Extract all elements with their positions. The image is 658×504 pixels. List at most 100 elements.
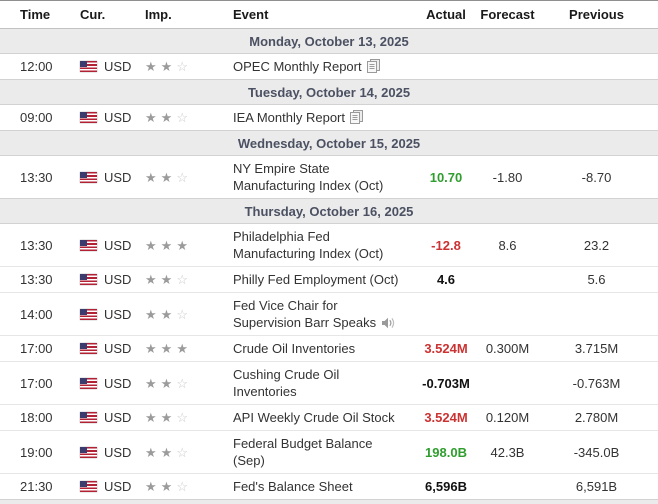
event-time: 13:30 bbox=[0, 155, 70, 199]
actual-cell: 3.524M bbox=[412, 335, 480, 362]
currency-code: USD bbox=[104, 375, 132, 391]
date-separator-label: Monday, October 13, 2025 bbox=[0, 28, 658, 54]
event-link[interactable]: Philly Fed Employment (Oct) bbox=[233, 272, 399, 287]
event-link[interactable]: Fed's Balance Sheet bbox=[233, 479, 353, 494]
event-time: 13:30 bbox=[0, 223, 70, 267]
event-cell: API Weekly Crude Oil Stock bbox=[221, 404, 412, 431]
date-separator-row: Monday, October 13, 2025 bbox=[0, 28, 658, 54]
star-filled-icon: ★ bbox=[160, 341, 173, 356]
actual-value: 3.524M bbox=[424, 410, 468, 425]
currency-cell: USD bbox=[70, 473, 133, 499]
event-time: 14:00 bbox=[0, 292, 70, 336]
event-link[interactable]: Cushing Crude Oil Inventories bbox=[233, 367, 340, 399]
forecast-value bbox=[480, 361, 535, 405]
date-separator-row: Tuesday, October 14, 2025 bbox=[0, 79, 658, 105]
star-filled-icon: ★ bbox=[145, 306, 157, 322]
previous-value: 23.2 bbox=[535, 223, 658, 267]
event-row: 17:00 USD ★ ★ ★ Crude Oil Inventories 3.524M 0.… bbox=[0, 335, 658, 362]
currency-cell: USD bbox=[70, 404, 133, 431]
currency-cell: USD bbox=[70, 155, 133, 199]
star-empty-icon: ☆ bbox=[176, 410, 188, 425]
forecast-value: 0.120M bbox=[480, 404, 535, 431]
importance-stars: ★ ★ ★ bbox=[133, 223, 221, 267]
currency-cell: USD bbox=[70, 361, 133, 405]
star-filled-icon: ★ bbox=[176, 341, 188, 356]
event-link[interactable]: IEA Monthly Report bbox=[233, 110, 345, 125]
event-time: 13:30 bbox=[0, 266, 70, 293]
importance-stars: ★ ★ ★ bbox=[133, 335, 221, 362]
star-filled-icon: ★ bbox=[160, 272, 173, 287]
star-empty-icon: ☆ bbox=[176, 59, 188, 74]
star-filled-icon: ★ bbox=[145, 444, 157, 460]
event-cell: NY Empire State Manufacturing Index (Oct… bbox=[221, 155, 412, 199]
event-cell: OPEC Monthly Report bbox=[221, 53, 412, 80]
event-link[interactable]: Federal Budget Balance (Sep) bbox=[233, 436, 373, 468]
actual-cell: -0.703M bbox=[412, 361, 480, 405]
column-header-forecast: Forecast bbox=[480, 0, 535, 29]
speaker-icon[interactable] bbox=[376, 315, 395, 330]
event-row: 19:00 USD ★ ★ ☆ Federal Budget Balance (Sep) 1… bbox=[0, 430, 658, 474]
currency-code: USD bbox=[104, 341, 132, 356]
report-icon[interactable] bbox=[362, 59, 380, 74]
previous-value: 2.780M bbox=[535, 404, 658, 431]
actual-cell bbox=[412, 292, 480, 336]
actual-cell: 3.524M bbox=[412, 404, 480, 431]
event-link[interactable]: NY Empire State Manufacturing Index (Oct… bbox=[233, 161, 384, 193]
importance-stars: ★ ★ ☆ bbox=[133, 155, 221, 199]
currency-code: USD bbox=[104, 410, 132, 425]
currency-code: USD bbox=[104, 110, 132, 125]
event-time: 17:00 bbox=[0, 335, 70, 362]
currency-cell: USD bbox=[70, 53, 133, 80]
star-empty-icon: ☆ bbox=[176, 272, 188, 287]
star-filled-icon: ★ bbox=[160, 59, 173, 74]
actual-cell: 198.0B bbox=[412, 430, 480, 474]
event-link[interactable]: OPEC Monthly Report bbox=[233, 59, 362, 74]
event-link[interactable]: Philadelphia Fed Manufacturing Index (Oc… bbox=[233, 229, 384, 261]
event-row: 13:30 USD ★ ★ ☆ Philly Fed Employment (Oct) 4.… bbox=[0, 266, 658, 293]
importance-stars: ★ ★ ☆ bbox=[133, 292, 221, 336]
event-link[interactable]: Fed Vice Chair for Supervision Barr Spea… bbox=[233, 298, 377, 330]
report-icon[interactable] bbox=[345, 110, 363, 125]
event-row: 13:30 USD ★ ★ ☆ NY Empire State Manufacturing… bbox=[0, 155, 658, 199]
next-date-separator-partial bbox=[0, 499, 658, 504]
event-link[interactable]: API Weekly Crude Oil Stock bbox=[233, 410, 395, 425]
us-flag-icon bbox=[80, 112, 97, 123]
star-filled-icon: ★ bbox=[160, 306, 173, 322]
event-cell: Fed's Balance Sheet bbox=[221, 473, 412, 499]
previous-value bbox=[535, 104, 658, 131]
importance-stars: ★ ★ ☆ bbox=[133, 361, 221, 405]
star-empty-icon: ☆ bbox=[176, 306, 188, 322]
us-flag-icon bbox=[80, 343, 97, 354]
actual-value: 3.524M bbox=[424, 341, 468, 356]
date-separator-row: Wednesday, October 15, 2025 bbox=[0, 130, 658, 156]
us-flag-icon bbox=[80, 481, 97, 492]
forecast-value: 0.300M bbox=[480, 335, 535, 362]
previous-value bbox=[535, 53, 658, 80]
event-link[interactable]: Crude Oil Inventories bbox=[233, 341, 356, 356]
star-filled-icon: ★ bbox=[160, 410, 173, 425]
importance-stars: ★ ★ ☆ bbox=[133, 404, 221, 431]
importance-stars: ★ ★ ☆ bbox=[133, 430, 221, 474]
us-flag-icon bbox=[80, 274, 97, 285]
forecast-value bbox=[480, 473, 535, 499]
us-flag-icon bbox=[80, 412, 97, 423]
importance-stars: ★ ★ ☆ bbox=[133, 53, 221, 80]
forecast-value bbox=[480, 292, 535, 336]
event-row: 18:00 USD ★ ★ ☆ API Weekly Crude Oil Stock 3.5… bbox=[0, 404, 658, 431]
event-row: 12:00 USD ★ ★ ☆ OPEC Monthly Report bbox=[0, 53, 658, 80]
currency-cell: USD bbox=[70, 266, 133, 293]
currency-code: USD bbox=[104, 444, 132, 460]
actual-value: -12.8 bbox=[431, 237, 461, 253]
previous-value: 3.715M bbox=[535, 335, 658, 362]
event-time: 12:00 bbox=[0, 53, 70, 80]
event-cell: Philly Fed Employment (Oct) bbox=[221, 266, 412, 293]
event-cell: Fed Vice Chair for Supervision Barr Spea… bbox=[221, 292, 412, 336]
us-flag-icon bbox=[80, 239, 97, 251]
star-filled-icon: ★ bbox=[160, 444, 173, 460]
column-header-previous: Previous bbox=[535, 0, 658, 29]
star-filled-icon: ★ bbox=[145, 375, 157, 391]
currency-code: USD bbox=[104, 306, 132, 322]
star-filled-icon: ★ bbox=[145, 59, 157, 74]
us-flag-icon bbox=[80, 446, 97, 458]
column-header-importance: Imp. bbox=[133, 0, 221, 29]
